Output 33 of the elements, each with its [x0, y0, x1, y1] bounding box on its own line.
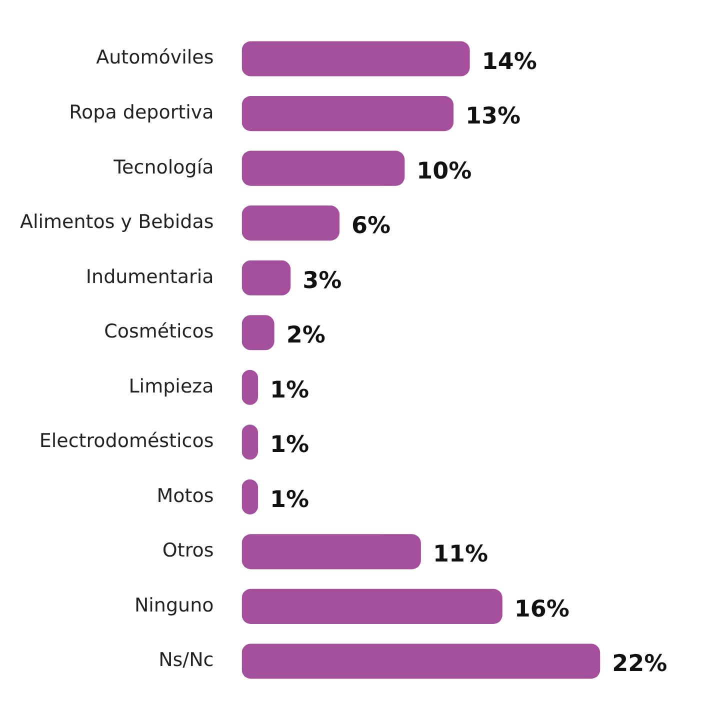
bar: [242, 588, 502, 624]
y-tick-label: Tecnología: [112, 156, 214, 178]
bar: [242, 315, 274, 350]
bar: [242, 534, 421, 570]
data-label: 14%: [482, 48, 537, 75]
data-label: 6%: [351, 213, 391, 240]
y-tick-label: Limpieza: [128, 375, 214, 398]
data-label: 10%: [416, 158, 472, 184]
data-label: 22%: [612, 651, 668, 678]
bar: [242, 96, 454, 132]
y-tick-label: Indumentaria: [86, 266, 214, 288]
data-label: 3%: [302, 268, 342, 294]
bar: [242, 206, 340, 241]
data-label: 13%: [466, 104, 521, 130]
y-tick-label: Cosméticos: [104, 320, 214, 343]
data-label: 1%: [270, 377, 310, 404]
y-tick-label: Otros: [162, 540, 214, 562]
data-label: 2%: [286, 322, 326, 349]
data-label: 1%: [270, 432, 310, 458]
bar: [242, 41, 470, 76]
bar: [242, 260, 291, 296]
y-tick-label: Ropa deportiva: [69, 101, 214, 124]
bar: [242, 644, 600, 679]
data-label: 1%: [270, 486, 310, 513]
y-tick-label: Motos: [156, 484, 214, 507]
bar: [242, 150, 405, 186]
y-tick-label: Automóviles: [96, 46, 214, 69]
data-label: 16%: [514, 596, 570, 622]
data-label: 11%: [432, 542, 488, 568]
y-tick-label: Electrodomésticos: [39, 430, 214, 452]
y-tick-label: Alimentos y Bebidas: [20, 211, 214, 234]
y-tick-label: Ns/Nc: [158, 649, 214, 672]
y-tick-label: Ninguno: [134, 594, 214, 616]
